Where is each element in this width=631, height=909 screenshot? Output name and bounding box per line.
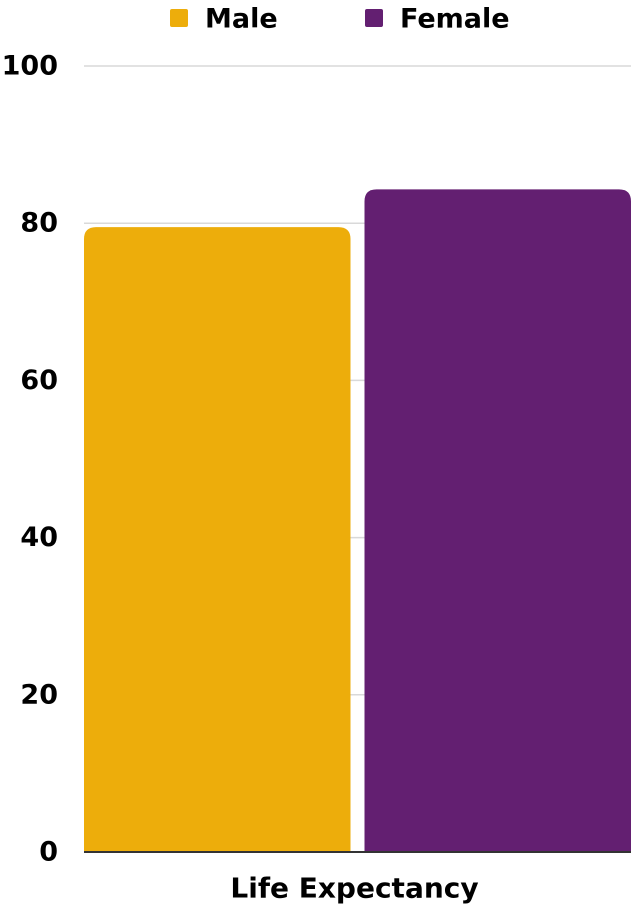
bar-female (364, 189, 631, 853)
y-tick-label: 20 (20, 679, 58, 710)
bar-male (84, 227, 351, 852)
y-tick-label: 60 (20, 365, 58, 396)
bars (84, 189, 631, 853)
y-tick-label: 0 (39, 837, 58, 868)
legend-swatch-male (170, 9, 188, 27)
legend: Male Female (170, 4, 510, 35)
y-tick-label: 100 (2, 51, 58, 82)
y-tick-label: 80 (20, 208, 58, 239)
legend-label-male: Male (205, 4, 278, 35)
x-category-label: Life Expectancy (230, 872, 478, 905)
y-axis-ticks: 0 20 40 60 80 100 (2, 51, 58, 868)
y-tick-label: 40 (20, 522, 58, 553)
x-axis-categories: Life Expectancy (230, 872, 478, 905)
legend-swatch-female (365, 9, 383, 27)
legend-label-female: Female (400, 4, 510, 35)
